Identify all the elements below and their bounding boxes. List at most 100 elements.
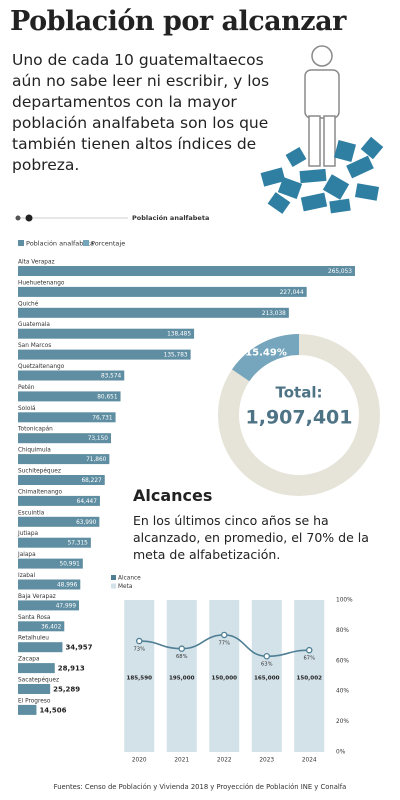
bar	[18, 286, 307, 297]
center-label: Total:	[276, 384, 323, 402]
point-label: 63%	[261, 662, 273, 668]
bar	[18, 328, 195, 339]
category-label: Santa Rosa	[18, 615, 51, 621]
value-label: 227,044	[280, 290, 304, 296]
category-label: Quetzaltenango	[18, 364, 65, 370]
point	[135, 637, 143, 645]
bar	[18, 621, 65, 632]
value-label: 165,000	[254, 676, 280, 682]
category-label: Totonicapán	[17, 426, 53, 433]
point	[220, 631, 228, 639]
value-label: 57,315	[68, 541, 89, 547]
value-label: 265,053	[328, 269, 352, 275]
category-label: Sololá	[18, 405, 36, 412]
bar	[294, 600, 325, 752]
value-label: 73,150	[88, 436, 109, 442]
donut-slice	[232, 334, 299, 382]
bar	[18, 684, 51, 694]
bar	[18, 391, 121, 402]
bar	[18, 454, 110, 465]
value-label: 83,574	[101, 374, 122, 380]
value-label: 185,590	[127, 676, 153, 682]
value-label: 71,860	[86, 457, 107, 463]
value-label: 25,289	[53, 686, 80, 694]
legend-swatch	[111, 575, 116, 580]
section-text: En los últimos cinco años se ha alcanzad…	[133, 513, 369, 562]
category-label: Petén	[18, 384, 35, 391]
bar	[18, 495, 100, 506]
category-label: Zacapa	[18, 657, 40, 663]
legend-swatch	[111, 583, 116, 589]
title: Población por alcanzar	[10, 6, 346, 37]
y-tick-label: 100%	[336, 598, 353, 604]
point	[263, 652, 270, 660]
bar	[124, 600, 155, 752]
value-label: 47,999	[56, 603, 77, 609]
x-tick-label: 2021	[174, 758, 189, 764]
category-label: Sacatepéquez	[18, 677, 59, 684]
legend-label: Población analfabeta	[26, 240, 94, 248]
legend-label: Porcentaje	[91, 240, 125, 248]
category-label: Izabal	[18, 573, 36, 579]
bar	[18, 307, 289, 318]
category-label: Baja Verapaz	[18, 594, 56, 600]
bar	[18, 558, 83, 569]
value-label: 68,227	[81, 478, 102, 484]
bar	[166, 600, 197, 752]
bar	[18, 412, 116, 423]
value-label: 150,000	[212, 676, 238, 682]
bar	[18, 475, 105, 485]
value-label: 135,783	[164, 353, 188, 359]
bar	[18, 704, 37, 715]
point	[305, 646, 313, 654]
category-label: El Progreso	[18, 698, 51, 704]
point	[178, 645, 185, 652]
point-label: 68%	[176, 654, 188, 660]
bar	[18, 516, 100, 527]
slice-label: 15.49%	[245, 348, 287, 359]
y-tick-label: 0%	[336, 750, 346, 756]
category-label: Chiquimula	[18, 448, 51, 454]
y-tick-label: 20%	[336, 719, 349, 725]
value-label: 36,402	[41, 624, 62, 630]
category-label: Jalapa	[17, 552, 36, 558]
section-marker	[15, 214, 128, 222]
y-tick-label: 40%	[336, 689, 349, 695]
x-tick-label: 2022	[217, 758, 232, 764]
value-label: 195,000	[169, 676, 195, 682]
category-label: Suchitepéquez	[18, 468, 61, 475]
value-label: 48,996	[57, 583, 78, 589]
value-label: 14,506	[39, 706, 66, 714]
value-label: 28,913	[58, 665, 85, 673]
bar	[18, 600, 80, 611]
point-label: 77%	[218, 640, 230, 646]
source-note: Fuentes: Censo de Población y Vivienda 2…	[53, 783, 347, 791]
value-label: 76,731	[92, 415, 113, 421]
value-label: 34,957	[65, 644, 92, 652]
x-tick-label: 2023	[259, 758, 274, 764]
value-label: 63,990	[76, 520, 97, 526]
point-label: 73%	[133, 647, 145, 653]
value-label: 138,485	[167, 332, 191, 338]
y-tick-label: 60%	[336, 658, 349, 664]
value-label: 50,991	[60, 562, 81, 568]
category-label: Guatemala	[18, 322, 50, 328]
legend-label: Alcance	[118, 576, 141, 582]
category-label: Alta Verapaz	[18, 260, 55, 266]
value-label: 213,038	[262, 311, 286, 317]
category-label: Retalhuleu	[18, 636, 49, 642]
category-label: Jutiapa	[17, 531, 38, 537]
value-label: 64,447	[77, 499, 98, 505]
section-title: Alcances	[133, 486, 213, 505]
chart-title: Población analfabeta	[132, 214, 209, 222]
bar	[18, 433, 112, 444]
legend-label: Meta	[118, 584, 133, 590]
bar	[18, 537, 91, 548]
illustration	[260, 45, 384, 214]
bar	[18, 642, 63, 653]
category-label: Huehuetenango	[18, 280, 65, 286]
center-value: 1,907,401	[246, 407, 353, 429]
value-label: 150,002	[297, 676, 323, 682]
